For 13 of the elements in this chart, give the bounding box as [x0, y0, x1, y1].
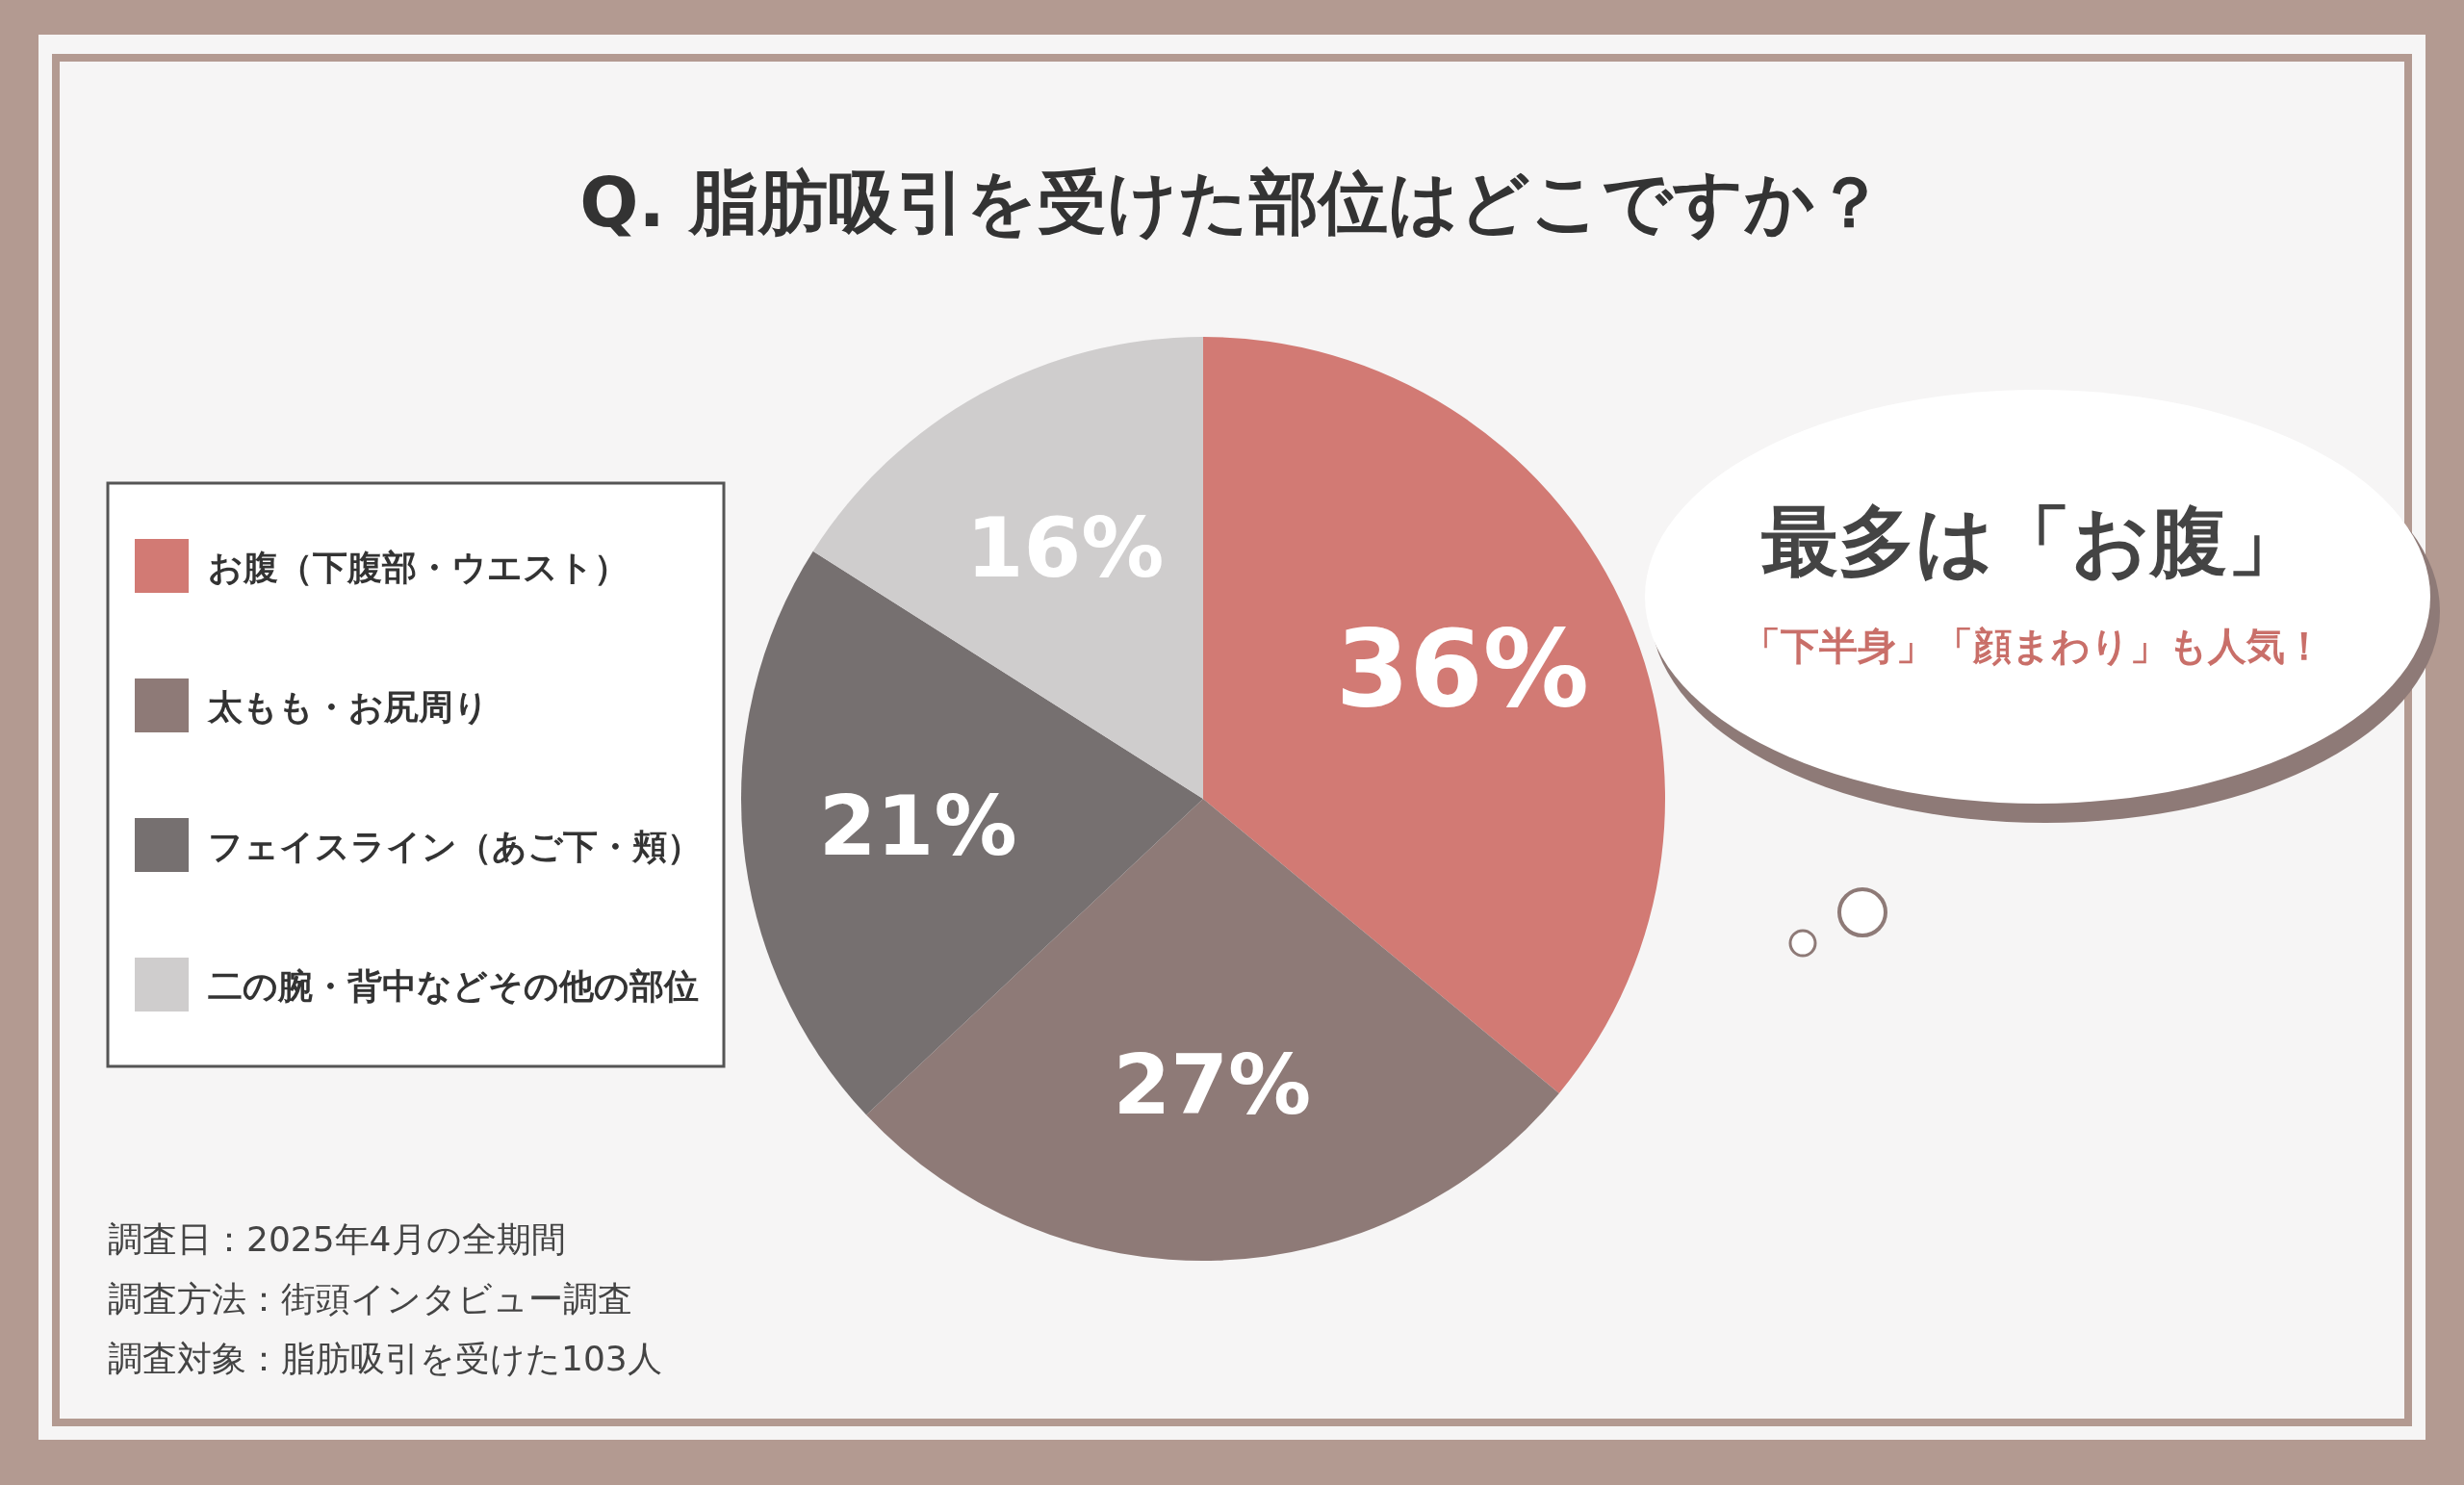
legend-label: お腹（下腹部・ウエスト）	[208, 548, 629, 587]
text: 最多は「お腹」	[1761, 497, 2304, 586]
text: 「下半身」「顔まわり」も人気！	[1742, 624, 2323, 668]
data-label: 21%	[818, 778, 1017, 875]
text: 調査対象：脂肪吸引を受けた103人	[108, 1339, 662, 1378]
chart-title: Q. 脂肪吸引を受けた部位はどこですか？	[579, 162, 1885, 243]
data-label: 27%	[1113, 1037, 1312, 1134]
text: 調査日：2025年4月の全期間	[108, 1219, 566, 1259]
legend-label: 太もも・お尻周り	[207, 687, 489, 727]
text: 調査方法：街頭インタビュー調査	[108, 1279, 632, 1319]
legend-label: 二の腕・背中などその他の部位	[208, 966, 699, 1006]
legend-label: フェイスライン（あご下・頬）	[208, 827, 702, 866]
data-label: 36%	[1335, 607, 1589, 731]
